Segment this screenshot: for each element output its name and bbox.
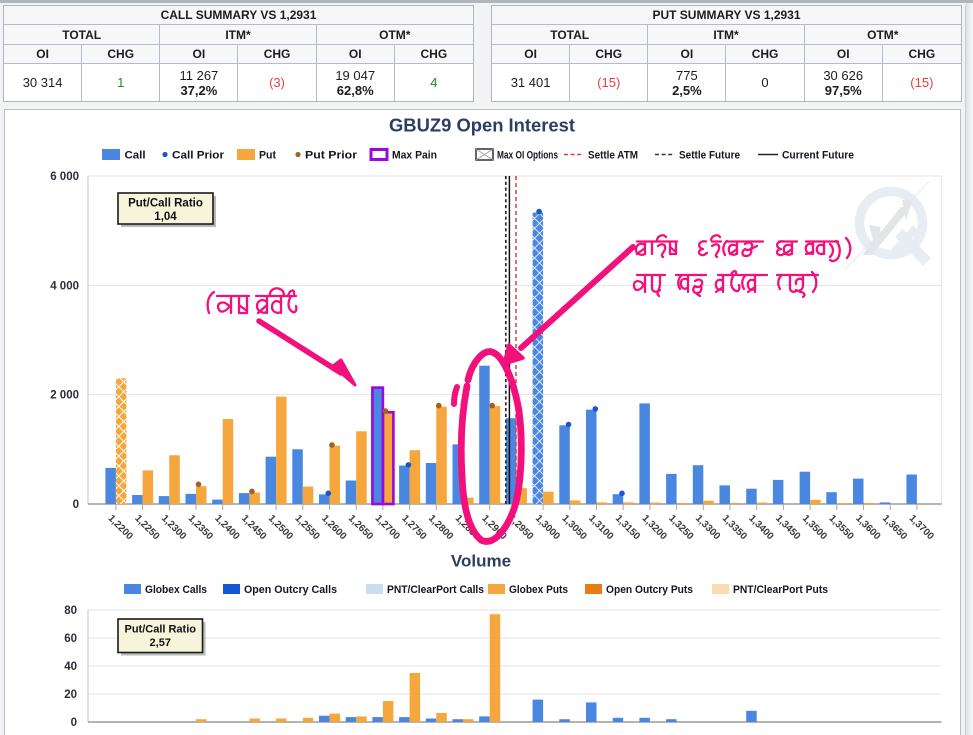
svg-text:1,2700: 1,2700 (373, 513, 402, 542)
svg-text:1,3050: 1,3050 (560, 513, 589, 542)
svg-text:20: 20 (64, 689, 77, 701)
svg-text:Put: Put (259, 150, 276, 162)
svg-text:Put/Call Ratio: Put/Call Ratio (124, 624, 196, 636)
svg-text:80: 80 (64, 605, 77, 617)
svg-text:2,57: 2,57 (150, 637, 171, 649)
svg-text:1,2500: 1,2500 (266, 513, 295, 542)
svg-text:1,04: 1,04 (154, 211, 177, 223)
svg-text:Put/Call Ratio: Put/Call Ratio (128, 198, 203, 210)
svg-text:GBUZ9 Open Interest: GBUZ9 Open Interest (389, 116, 575, 136)
svg-text:1,3600: 1,3600 (853, 513, 882, 542)
svg-text:1,2450: 1,2450 (239, 513, 268, 542)
svg-text:Settle Future: Settle Future (679, 150, 740, 162)
svg-text:1,3150: 1,3150 (613, 513, 642, 542)
svg-text:1,2200: 1,2200 (106, 513, 135, 542)
svg-text:1,2400: 1,2400 (212, 513, 241, 542)
svg-text:0: 0 (73, 499, 79, 511)
svg-text:1,3650: 1,3650 (880, 513, 909, 542)
svg-text:1,3200: 1,3200 (640, 513, 669, 542)
svg-text:1,2550: 1,2550 (293, 513, 322, 542)
svg-text:PNT/ClearPort Calls: PNT/ClearPort Calls (387, 584, 484, 596)
svg-text:1,3350: 1,3350 (720, 513, 749, 542)
svg-text:4 000: 4 000 (50, 280, 79, 292)
svg-text:Globex Puts: Globex Puts (509, 584, 568, 596)
svg-text:Globex Calls: Globex Calls (145, 584, 207, 596)
svg-text:1,3000: 1,3000 (533, 513, 562, 542)
svg-text:1,3400: 1,3400 (746, 513, 775, 542)
svg-text:PNT/ClearPort Puts: PNT/ClearPort Puts (733, 584, 828, 596)
svg-text:1,3450: 1,3450 (773, 513, 802, 542)
svg-text:1,2250: 1,2250 (132, 513, 161, 542)
svg-text:Settle ATM: Settle ATM (588, 150, 638, 162)
svg-text:0: 0 (71, 717, 77, 729)
svg-text:Put Prior: Put Prior (305, 150, 358, 162)
svg-text:1,3500: 1,3500 (800, 513, 829, 542)
svg-text:1,2350: 1,2350 (186, 513, 215, 542)
svg-text:1,3100: 1,3100 (586, 513, 615, 542)
svg-text:1,3550: 1,3550 (827, 513, 856, 542)
svg-text:6 000: 6 000 (50, 171, 79, 183)
svg-text:Call: Call (125, 150, 146, 162)
svg-text:1,2600: 1,2600 (319, 513, 348, 542)
svg-text:1,3300: 1,3300 (693, 513, 722, 542)
svg-text:1,2800: 1,2800 (426, 513, 455, 542)
svg-text:1,2650: 1,2650 (346, 513, 375, 542)
svg-text:Max OI Options: Max OI Options (497, 150, 558, 162)
svg-text:Volume: Volume (451, 552, 511, 571)
svg-text:40: 40 (64, 661, 77, 673)
svg-text:Open Outcry Puts: Open Outcry Puts (606, 584, 693, 596)
svg-text:60: 60 (64, 633, 77, 645)
svg-text:2 000: 2 000 (50, 390, 79, 402)
svg-text:Call Prior: Call Prior (172, 150, 225, 162)
svg-text:1,3250: 1,3250 (666, 513, 695, 542)
svg-text:1,3700: 1,3700 (907, 513, 936, 542)
svg-text:1,2300: 1,2300 (159, 513, 188, 542)
svg-text:1,2750: 1,2750 (399, 513, 428, 542)
svg-text:Open Outcry Calls: Open Outcry Calls (244, 584, 337, 596)
svg-text:Current Future: Current Future (782, 150, 854, 162)
svg-text:Max Pain: Max Pain (392, 150, 437, 162)
